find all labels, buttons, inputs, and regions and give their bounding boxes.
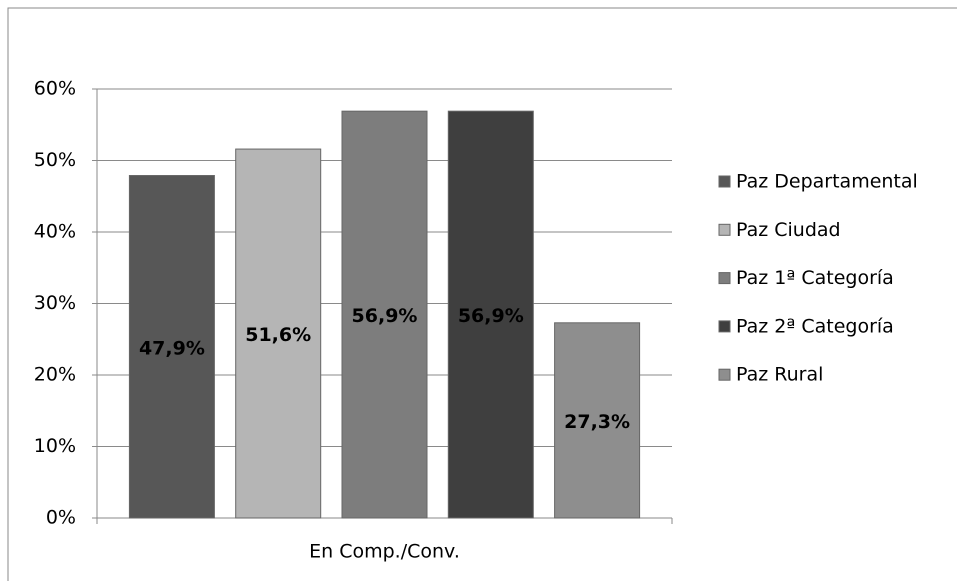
bar (554, 322, 641, 519)
value-label: 47,9% (139, 337, 205, 359)
legend-label: Paz 2ª Categoría (736, 315, 894, 337)
bar (447, 110, 534, 519)
value-label: 27,3% (564, 411, 630, 433)
value-label: 56,9% (458, 305, 524, 327)
y-tick-label: 40% (34, 221, 76, 243)
value-label: 56,9% (352, 305, 418, 327)
y-tick-label: 20% (34, 364, 76, 386)
y-tick-label: 0% (46, 507, 76, 529)
y-tick-label: 60% (34, 78, 76, 100)
legend-swatch (718, 272, 731, 285)
legend-swatch (718, 175, 731, 188)
legend-swatch (718, 320, 731, 333)
y-tick-label: 30% (34, 292, 76, 314)
chart-border (7, 7, 957, 581)
legend-label: Paz Departamental (736, 171, 918, 193)
legend-label: Paz Ciudad (736, 219, 841, 241)
bar (235, 148, 322, 519)
legend-label: Paz Rural (736, 364, 823, 386)
legend-swatch (718, 223, 731, 236)
bar (341, 110, 428, 519)
legend-swatch (718, 368, 731, 381)
y-tick-label: 10% (34, 435, 76, 457)
bar (128, 175, 215, 519)
y-tick-label: 50% (34, 149, 76, 171)
value-label: 51,6% (245, 324, 311, 346)
x-tick-label: En Comp./Conv. (309, 541, 460, 563)
legend-label: Paz 1ª Categoría (736, 267, 894, 289)
